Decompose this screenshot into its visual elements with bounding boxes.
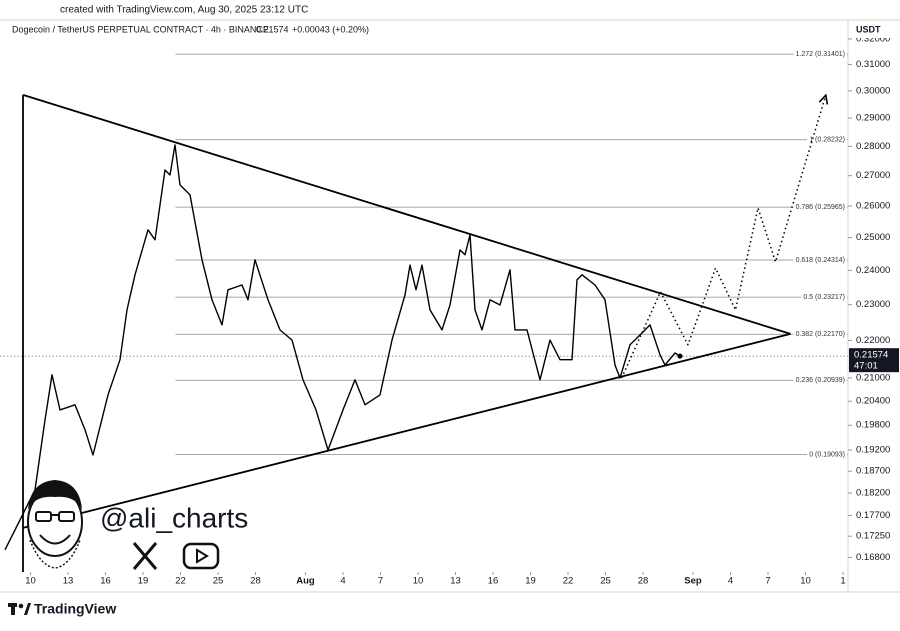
countdown: 47:01: [854, 361, 878, 372]
y-tick-label: 0.19800: [856, 420, 890, 431]
brand-logo: [8, 603, 31, 615]
y-tick-label: 0.24000: [856, 265, 890, 276]
y-tick-label: 0.26000: [856, 201, 890, 212]
watermark: @ali_charts: [100, 502, 248, 533]
x-tick-label: 22: [563, 576, 574, 587]
last-price-box: [849, 348, 899, 373]
y-tick-label: 0.30000: [856, 85, 890, 96]
x-tick-label: 10: [800, 576, 811, 587]
youtube-icon: [182, 542, 220, 570]
y-tick-label: 0.17250: [856, 531, 890, 542]
created-note: created with TradingView.com, Aug 30, 20…: [60, 5, 308, 16]
fib-label: 1.272 (0.31401): [796, 51, 845, 58]
x-tick-label: 22: [175, 576, 186, 587]
y-tick-label: 0.16800: [856, 552, 890, 563]
fib-label: 0.5 (0.23217): [803, 294, 845, 301]
y-tick-label: 0.21000: [856, 372, 890, 383]
x-tick-label: 25: [213, 576, 224, 587]
price-line: [4, 144, 681, 551]
y-tick-label: 0.31000: [856, 59, 890, 70]
brand: TradingView: [34, 601, 116, 617]
avatar: [27, 480, 83, 569]
x-tick-label: 25: [600, 576, 611, 587]
y-tick-label: 0.20400: [856, 396, 890, 407]
fib-label: 0.236 (0.20939): [796, 377, 845, 384]
x-tick-label: Aug: [296, 576, 315, 587]
y-tick-label: 0.22000: [856, 335, 890, 346]
x-tick-label: 4: [340, 576, 345, 587]
x-tick-label: 16: [100, 576, 111, 587]
x-tick-label: Sep: [684, 576, 702, 587]
fib-label: 1 (0.28232): [809, 137, 845, 144]
symbol: Dogecoin / TetherUS PERPETUAL CONTRACT ·…: [12, 24, 269, 34]
header-change: +0.00043 (+0.20%): [292, 24, 369, 34]
trendline: [22, 94, 791, 335]
y-tick-label: 0.32000: [856, 33, 890, 44]
y-tick-label: 0.25000: [856, 232, 890, 243]
x-tick-label: 19: [525, 576, 536, 587]
y-tick-label: 0.27000: [856, 170, 890, 181]
x-tick-label: 13: [63, 576, 74, 587]
fib-label-bg: [807, 450, 847, 459]
x-icon: [132, 542, 158, 570]
x-tick-label: 19: [138, 576, 149, 587]
y-tick-label: 0.17700: [856, 510, 890, 521]
last-price-label: 0.21574: [854, 350, 888, 361]
last-point: [677, 353, 683, 359]
fib-label-bg: [793, 376, 847, 385]
x-tick-label: 16: [488, 576, 499, 587]
y-tick-label: 0.28000: [856, 141, 890, 152]
y-tick-label: 0.19200: [856, 445, 890, 456]
fib-label-bg: [807, 135, 847, 144]
x-tick-label: 10: [25, 576, 36, 587]
fib-label-bg: [793, 255, 847, 264]
fib-label: 0.618 (0.24314): [796, 257, 845, 264]
axis-layer: 0.32000 0.31000 0.30000 0.29000 0.28000 0.270…: [25, 33, 899, 587]
x-tick-label: 28: [638, 576, 649, 587]
y-tick-label: 0.29000: [856, 113, 890, 124]
x-tick-label: 1: [840, 576, 845, 587]
x-tick-label: 7: [378, 576, 383, 587]
y-tick-label: 0.23000: [856, 299, 890, 310]
x-tick-label: 13: [450, 576, 461, 587]
y-tick-label: 0.18200: [856, 488, 890, 499]
fib-label: 0.382 (0.22170): [796, 331, 845, 338]
y-tick-label: 0.18700: [856, 466, 890, 477]
fib-label-bg: [793, 330, 847, 339]
plot-layer: [0, 94, 848, 572]
header-price: 0.21574: [256, 24, 289, 34]
x-tick-label: 4: [728, 576, 733, 587]
fib-label: 0.786 (0.25965): [796, 204, 845, 211]
currency-bg: [849, 22, 900, 38]
fib-label-bg: [801, 293, 847, 302]
fib-label-bg: [793, 50, 847, 59]
projection-line: [621, 96, 826, 379]
header-bg: [0, 22, 380, 38]
trendline: [22, 333, 791, 529]
x-tick-label: 7: [765, 576, 770, 587]
fib-label: 0 (0.19093): [809, 451, 845, 458]
x-tick-label: 28: [250, 576, 261, 587]
x-tick-label: 10: [413, 576, 424, 587]
currency: USDT: [856, 24, 881, 34]
fib-label-bg: [793, 203, 847, 212]
